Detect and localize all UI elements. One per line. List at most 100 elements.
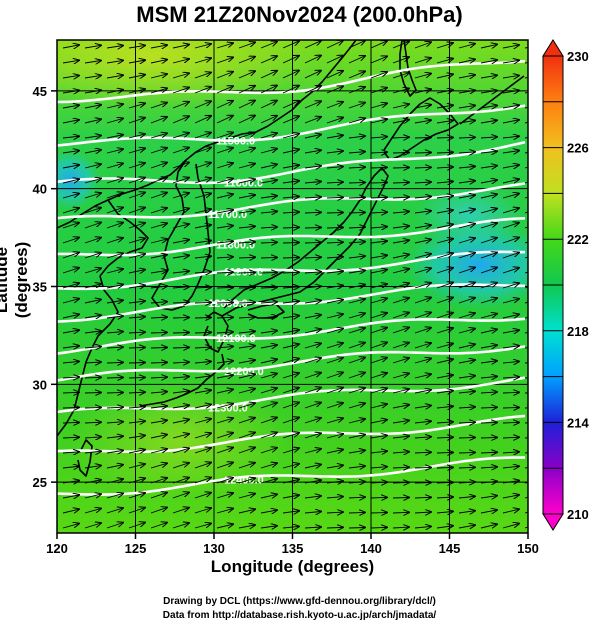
wind-arrow bbox=[84, 208, 101, 214]
x-tick-label: 145 bbox=[439, 541, 461, 556]
wind-arrow bbox=[414, 298, 431, 304]
wind-arrow bbox=[172, 478, 189, 484]
wind-arrow bbox=[62, 346, 79, 348]
wind-arrow bbox=[128, 478, 145, 484]
wind-arrow bbox=[84, 164, 101, 168]
wind-arrow bbox=[502, 481, 519, 483]
wind-arrow bbox=[62, 377, 79, 378]
wind-arrow bbox=[238, 257, 255, 258]
wind-arrow bbox=[480, 151, 497, 153]
wind-arrow bbox=[414, 328, 431, 334]
wind-arrow bbox=[84, 253, 101, 259]
wind-arrow bbox=[502, 283, 519, 289]
wind-arrow bbox=[216, 194, 233, 198]
wind-arrow bbox=[392, 212, 409, 213]
wind-arrow bbox=[480, 452, 497, 453]
wind-arrow bbox=[436, 120, 453, 123]
wind-arrow bbox=[150, 302, 167, 303]
wind-arrow bbox=[348, 227, 365, 228]
wind-arrow bbox=[84, 223, 101, 229]
wind-arrow bbox=[128, 134, 145, 139]
wind-arrow bbox=[128, 362, 145, 363]
wind-arrow bbox=[480, 120, 497, 123]
wind-arrow bbox=[106, 135, 123, 138]
wind-arrow bbox=[106, 422, 123, 423]
wind-arrow bbox=[304, 512, 321, 513]
colorbar: 230 226 222 218 214 210 bbox=[542, 39, 589, 531]
wind-arrow bbox=[348, 212, 365, 213]
wind-arrow bbox=[238, 374, 255, 378]
wind-arrow bbox=[106, 285, 123, 288]
wind-arrow bbox=[62, 466, 79, 468]
wind-arrow bbox=[414, 239, 431, 243]
wind-arrow bbox=[150, 255, 167, 258]
wind-arrow bbox=[216, 101, 233, 109]
wind-arrow bbox=[194, 72, 211, 79]
contour-label: 12400.0 bbox=[224, 474, 264, 486]
wind-arrow bbox=[436, 167, 453, 168]
wind-arrow bbox=[282, 212, 299, 213]
wind-arrow bbox=[436, 181, 453, 183]
wind-arrow bbox=[216, 524, 233, 528]
wind-arrow bbox=[282, 116, 299, 124]
wind-arrow bbox=[502, 452, 519, 453]
wind-arrow bbox=[62, 45, 79, 48]
wind-arrow bbox=[480, 194, 497, 198]
wind-arrow bbox=[414, 313, 431, 319]
wind-arrow bbox=[62, 105, 79, 108]
wind-arrow bbox=[326, 465, 343, 468]
colorbar-tick-label: 210 bbox=[567, 507, 589, 522]
wind-arrow bbox=[106, 523, 123, 529]
wind-arrow bbox=[370, 420, 387, 423]
wind-arrow bbox=[458, 298, 475, 304]
wind-arrow bbox=[106, 193, 123, 199]
wind-arrow bbox=[172, 133, 189, 139]
wind-arrow bbox=[106, 407, 123, 408]
wind-arrow bbox=[216, 509, 233, 514]
wind-arrow bbox=[150, 463, 167, 469]
wind-arrow bbox=[436, 152, 453, 153]
wind-arrow bbox=[370, 137, 387, 138]
wind-arrow bbox=[150, 117, 167, 124]
wind-arrow bbox=[238, 42, 255, 49]
wind-arrow bbox=[502, 223, 519, 229]
wind-arrow bbox=[238, 272, 255, 273]
wind-arrow bbox=[370, 56, 387, 64]
y-tick-label: 35 bbox=[33, 280, 47, 295]
wind-arrow bbox=[392, 41, 409, 49]
wind-arrow bbox=[458, 181, 475, 183]
wind-arrow bbox=[84, 119, 101, 123]
wind-arrow bbox=[172, 116, 189, 124]
wind-arrow bbox=[238, 71, 255, 79]
wind-arrow bbox=[194, 87, 211, 94]
cold-region-east bbox=[405, 220, 528, 310]
wind-arrow bbox=[194, 332, 211, 333]
wind-arrow bbox=[106, 332, 123, 333]
wind-arrow bbox=[238, 494, 255, 499]
wind-arrow bbox=[414, 406, 431, 408]
wind-arrow bbox=[128, 392, 145, 393]
wind-arrow bbox=[128, 75, 145, 78]
wind-arrow bbox=[260, 316, 277, 318]
wind-arrow bbox=[304, 117, 321, 124]
wind-arrow bbox=[436, 313, 453, 319]
wind-arrow bbox=[370, 482, 387, 483]
wind-arrow bbox=[392, 298, 409, 304]
wind-arrow bbox=[238, 433, 255, 439]
wind-arrow bbox=[128, 450, 145, 453]
wind-arrow bbox=[392, 512, 409, 513]
wind-arrow bbox=[304, 212, 321, 213]
wind-arrow bbox=[348, 512, 365, 513]
wind-arrow bbox=[194, 419, 211, 424]
wind-arrow bbox=[150, 377, 167, 378]
wind-arrow bbox=[62, 361, 79, 363]
wind-arrow bbox=[436, 137, 453, 138]
wind-arrow bbox=[172, 59, 189, 64]
wind-arrow bbox=[480, 481, 497, 483]
wind-arrow bbox=[216, 163, 233, 169]
wind-arrow bbox=[304, 56, 321, 64]
credit-drawing: Drawing by DCL (https://www.gfd-dennou.o… bbox=[163, 596, 436, 607]
wind-arrow bbox=[304, 182, 321, 183]
wind-arrow bbox=[172, 224, 189, 229]
wind-arrow bbox=[392, 467, 409, 468]
